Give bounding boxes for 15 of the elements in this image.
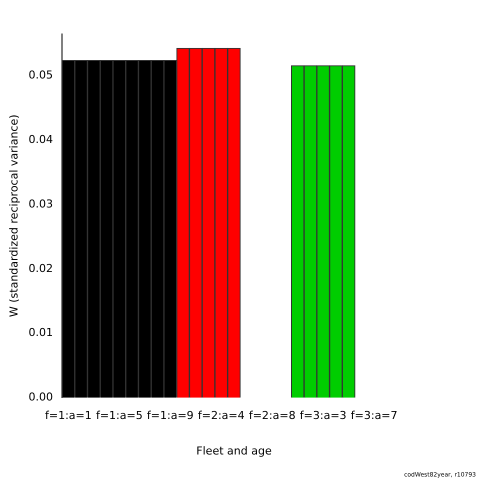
y-tick-label: 0.05 — [28, 68, 53, 82]
x-tick-label: f=2:a=4 — [198, 409, 245, 422]
y-tick-label: 0.00 — [28, 390, 53, 404]
x-tick-label: f=1:a=1 — [44, 409, 92, 422]
y-axis-title: W (standardized reciprocal variance) — [7, 114, 20, 318]
x-tick-label: f=3:a=7 — [350, 409, 398, 422]
y-tick-label: 0.04 — [28, 133, 53, 146]
x-tick-label: f=3:a=3 — [300, 409, 347, 422]
y-tick-label: 0.01 — [28, 326, 53, 340]
x-tick-label: f=1:a=5 — [96, 409, 143, 422]
x-tick-label: f=2:a=8 — [248, 409, 296, 422]
x-axis-title: Fleet and age — [196, 444, 272, 458]
x-tick-label: f=1:a=9 — [146, 409, 194, 422]
y-tick-label: 0.02 — [28, 262, 53, 275]
y-tick-label: 0.03 — [28, 197, 53, 210]
